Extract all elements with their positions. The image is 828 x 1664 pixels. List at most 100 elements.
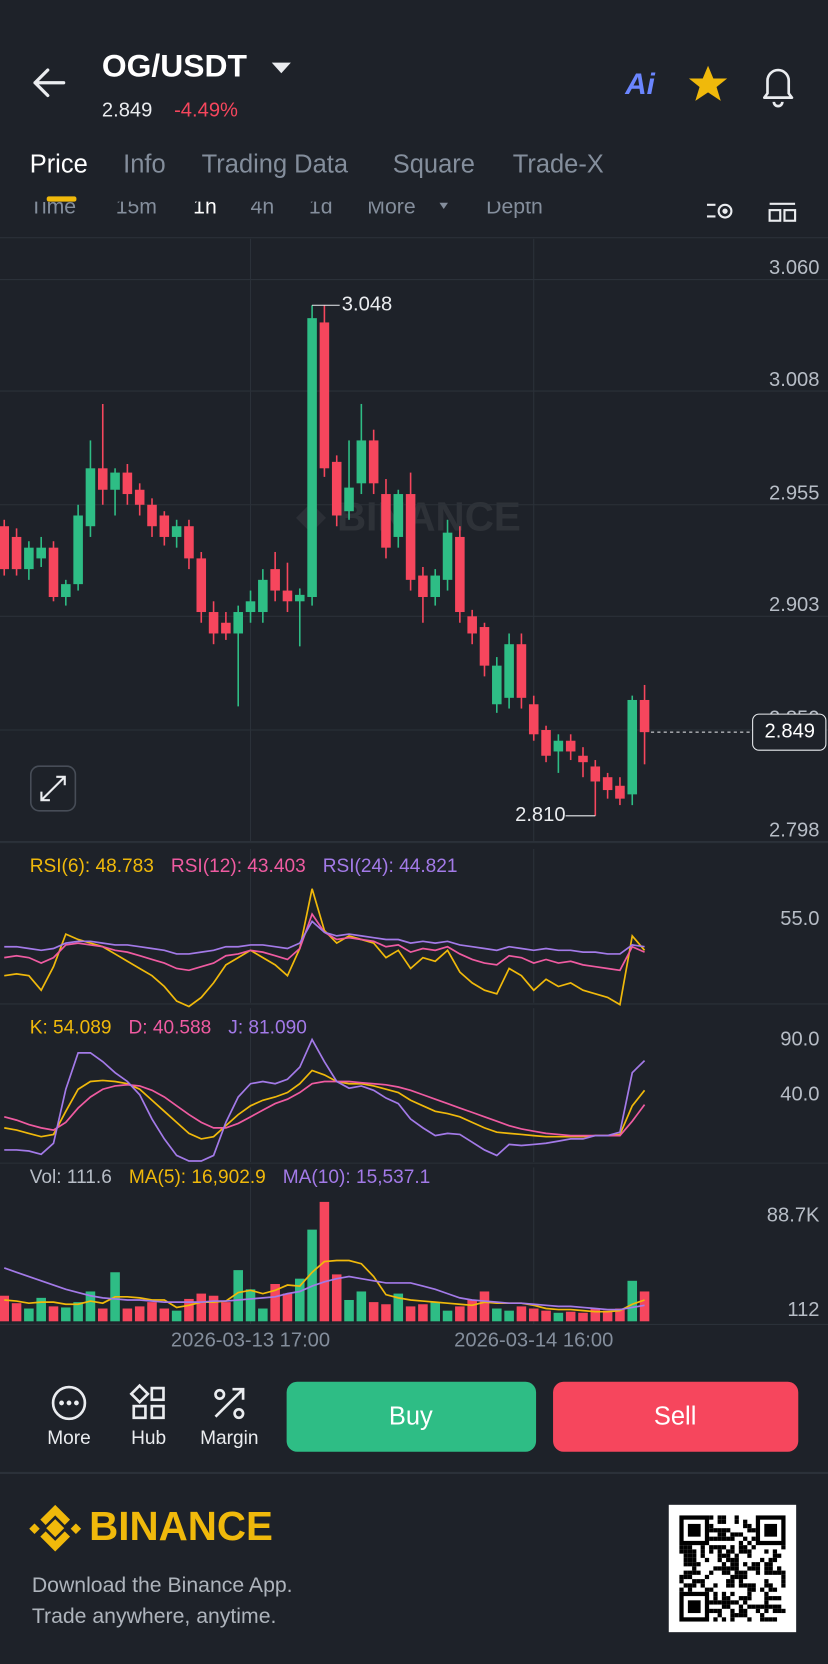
volume-bar	[282, 1293, 293, 1322]
tab[interactable]: Info	[123, 150, 165, 178]
fullscreen-button[interactable]	[29, 765, 77, 812]
qr-cell	[768, 1596, 773, 1601]
interval[interactable]: 1h	[193, 196, 217, 219]
buy-button[interactable]	[286, 1381, 537, 1452]
buy-label[interactable]: Buy	[389, 1403, 433, 1431]
qr-cell	[721, 1528, 727, 1533]
qr-cell	[747, 1553, 752, 1558]
interval-bar: Time 15m 1h 4h 1d More Depth	[30, 196, 543, 219]
favorite-star[interactable]	[688, 65, 728, 101]
qr-cell	[726, 1536, 731, 1541]
qr-cell	[709, 1549, 714, 1554]
qr-cell	[713, 1596, 718, 1601]
tab[interactable]: Price	[30, 150, 88, 178]
fullscreen-icon[interactable]	[40, 775, 66, 802]
candle-body	[639, 699, 650, 733]
tab[interactable]: Trading Data	[202, 150, 349, 178]
qr-cell	[717, 1532, 722, 1537]
candle-body	[319, 322, 330, 469]
qr-cell	[726, 1583, 731, 1588]
pair-caret[interactable]	[271, 62, 291, 74]
last-price: 2.849	[102, 100, 152, 122]
interval[interactable]: Time	[30, 196, 76, 219]
interval[interactable]: 1d	[309, 196, 333, 219]
candle-body	[516, 644, 527, 698]
qr-cell	[768, 1587, 773, 1592]
qr-cell	[726, 1600, 731, 1605]
legend-entry: RSI(6): 48.783	[30, 856, 154, 877]
qr-cell	[764, 1583, 769, 1588]
volume-bar	[208, 1295, 219, 1322]
x-tick-label: 2026-03-14 16:00	[454, 1330, 613, 1352]
qr-cell	[734, 1613, 739, 1618]
volume-bar	[11, 1303, 22, 1322]
tab[interactable]: Square	[393, 150, 475, 178]
layout-icon[interactable]	[768, 202, 797, 222]
indicator-settings-icon[interactable]	[706, 203, 733, 219]
sell-label[interactable]: Sell	[654, 1403, 696, 1431]
qr-cell	[734, 1562, 739, 1567]
margin-icon[interactable]	[214, 1387, 245, 1420]
qr-cell	[738, 1545, 744, 1550]
hub-icon[interactable]	[129, 1383, 165, 1420]
qr-cell	[751, 1587, 756, 1592]
volume-bar	[270, 1283, 280, 1322]
interval[interactable]: 15m	[116, 196, 157, 219]
qr-cell	[679, 1579, 684, 1584]
toolbar-label[interactable]: Margin	[200, 1428, 258, 1449]
interval[interactable]: Depth	[486, 196, 543, 219]
interval[interactable]: 4h	[251, 196, 275, 219]
qr-cell	[738, 1540, 744, 1546]
volume-bar	[627, 1280, 638, 1322]
interval[interactable]: More	[367, 196, 415, 219]
qr-cell	[683, 1562, 688, 1567]
qr-finder	[764, 1523, 778, 1537]
more-caret[interactable]	[439, 202, 448, 210]
sell-button[interactable]	[553, 1381, 799, 1452]
qr-cell	[717, 1528, 722, 1533]
candle-body	[541, 730, 551, 756]
qr-cell	[717, 1549, 722, 1554]
qr-cell	[777, 1566, 782, 1571]
qr-cell	[709, 1545, 714, 1550]
qr-cell	[679, 1574, 684, 1580]
qr-cell	[781, 1608, 786, 1614]
toolbar-label[interactable]: More	[47, 1428, 91, 1449]
price-change: -4.49%	[174, 100, 238, 122]
qr-cell	[687, 1574, 693, 1580]
pair-title[interactable]: OG/USDT	[102, 47, 248, 83]
qr-cell	[700, 1549, 705, 1554]
more-icon[interactable]	[51, 1385, 87, 1421]
qr-cell	[726, 1570, 731, 1575]
qr-cell	[700, 1583, 705, 1588]
qr-cell	[683, 1553, 688, 1558]
qr-cell	[772, 1617, 778, 1622]
qr-cell	[760, 1604, 765, 1609]
tab[interactable]: Trade-X	[513, 150, 604, 178]
qr-cell	[772, 1608, 778, 1614]
ai-button[interactable]: Ai	[624, 68, 655, 101]
volume-bar	[48, 1306, 59, 1322]
qr-cell	[751, 1536, 756, 1541]
volume-bar	[36, 1297, 46, 1322]
indicator-line	[4, 1069, 646, 1140]
qr-cell	[743, 1608, 748, 1614]
qr-cell	[738, 1549, 744, 1554]
qr-cell	[738, 1570, 744, 1575]
qr-cell	[687, 1545, 693, 1550]
qr-cell	[721, 1596, 727, 1601]
toolbar-label[interactable]: Hub	[131, 1428, 166, 1449]
qr-cell	[692, 1562, 697, 1567]
qr-cell	[751, 1562, 756, 1567]
volume-bar	[196, 1293, 207, 1322]
qr-cell	[747, 1523, 752, 1529]
alert-bell[interactable]	[762, 68, 794, 108]
candle-body	[393, 494, 404, 537]
qr-cell	[734, 1519, 739, 1524]
qr-cell	[692, 1549, 697, 1554]
qr-cell	[687, 1562, 693, 1567]
volume-bar	[615, 1308, 625, 1322]
y-tick-label: 3.060	[769, 257, 819, 279]
back-button[interactable]	[33, 68, 66, 98]
qr-cell	[755, 1604, 761, 1609]
